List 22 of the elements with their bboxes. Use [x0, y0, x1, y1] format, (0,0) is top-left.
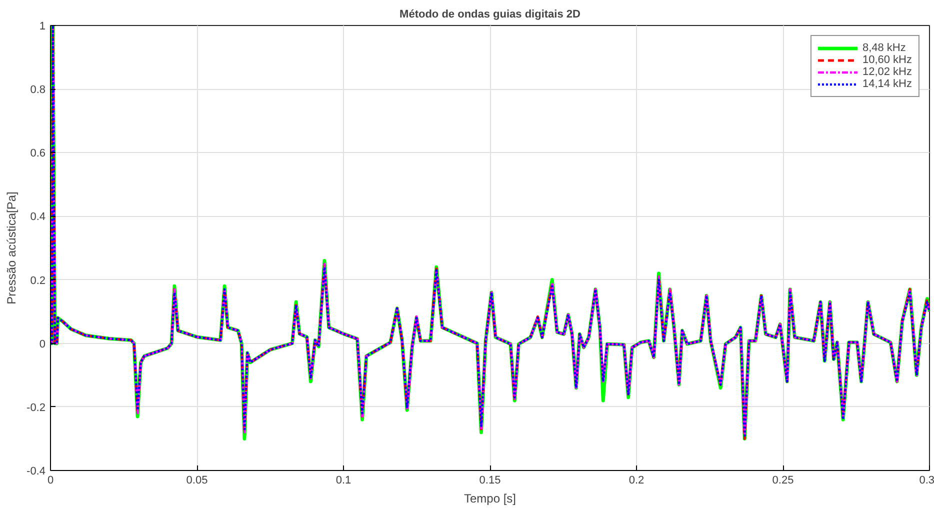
- x-tick-label: 0.05: [186, 474, 208, 486]
- chart-title: Método de ondas guias digitais 2D: [400, 8, 581, 20]
- legend-label: 14,14 kHz: [862, 78, 912, 90]
- legend-label: 10,60 kHz: [862, 54, 912, 66]
- x-tick-label: 0.3: [919, 474, 934, 486]
- y-tick-label: 1: [39, 20, 46, 32]
- y-axis-title: Pressão acústica[Pa]: [4, 192, 19, 304]
- y-tick-label: -0.2: [26, 402, 46, 414]
- x-tick-label: 0: [47, 474, 54, 486]
- x-axis-title: Tempo [s]: [464, 492, 516, 506]
- y-tick-label: 0: [39, 338, 46, 350]
- x-tick-label: 0.25: [772, 474, 794, 486]
- x-tick-label: 0.1: [336, 474, 352, 486]
- y-tick-label: 0.4: [30, 211, 46, 224]
- x-tick-label: 0.2: [628, 474, 644, 486]
- y-tick-label: 0.8: [30, 84, 46, 96]
- y-tick-label: 0.6: [30, 148, 46, 160]
- y-tick-label: -0.4: [26, 466, 46, 478]
- x-tick-label: 0.15: [479, 474, 501, 486]
- legend-label: 8,48 kHz: [862, 42, 906, 54]
- y-tick-label: 0.2: [30, 274, 46, 287]
- legend-label: 12,02 kHz: [862, 66, 912, 78]
